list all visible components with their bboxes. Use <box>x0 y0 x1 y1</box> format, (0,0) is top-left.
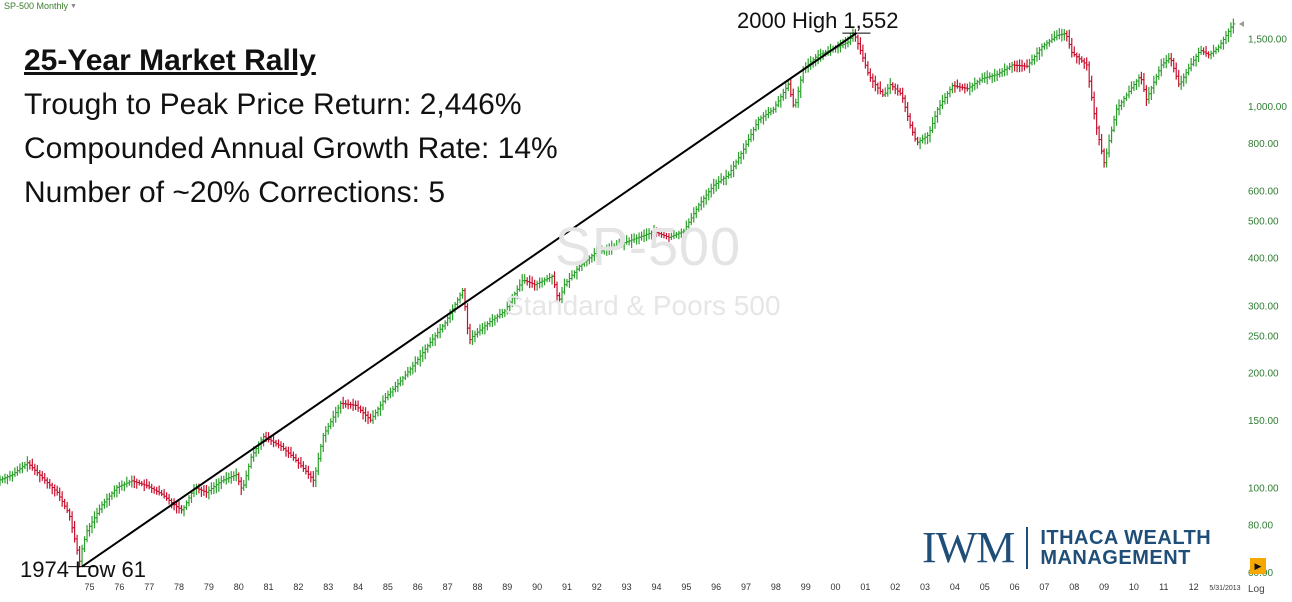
y-tick-label: 200.00 <box>1248 369 1279 380</box>
x-tick-label: 75 <box>85 582 95 592</box>
x-tick-label: 90 <box>532 582 542 592</box>
log-scale-toggle[interactable]: Log <box>1248 584 1265 595</box>
x-tick-label: 96 <box>711 582 721 592</box>
x-tick-label: 93 <box>622 582 632 592</box>
x-tick-label: 76 <box>114 582 124 592</box>
x-tick-label: 09 <box>1099 582 1109 592</box>
x-tick-label: 07 <box>1039 582 1049 592</box>
y-tick-label: 250.00 <box>1248 332 1279 343</box>
company-logo: IWM ITHACA WEALTH MANAGEMENT <box>922 526 1211 570</box>
logo-name-line1: ITHACA WEALTH <box>1040 527 1212 549</box>
x-tick-label: 79 <box>204 582 214 592</box>
y-tick-label: 1,500.00 <box>1248 35 1287 46</box>
last-price-marker <box>1239 20 1244 27</box>
stat-corrections: Number of ~20% Corrections: 5 <box>24 176 446 209</box>
x-tick-label: 10 <box>1129 582 1139 592</box>
watermark-name: Standard & Poors 500 <box>505 290 781 321</box>
x-tick-label: 97 <box>741 582 751 592</box>
symbol-selector[interactable]: SP-500 Monthly ▼ <box>4 1 77 11</box>
x-tick-label: 86 <box>413 582 423 592</box>
x-tick-label: 91 <box>562 582 572 592</box>
logo-name-line2: MANAGEMENT <box>1040 547 1191 569</box>
low-label: 1974 Low 61 <box>20 557 146 582</box>
x-tick-label: 85 <box>383 582 393 592</box>
stat-cagr: Compounded Annual Growth Rate: 14% <box>24 132 558 165</box>
y-tick-label: 100.00 <box>1248 483 1279 494</box>
x-tick-label: 78 <box>174 582 184 592</box>
x-tick-label: 81 <box>264 582 274 592</box>
x-tick-label: 03 <box>920 582 930 592</box>
x-tick-label: 99 <box>801 582 811 592</box>
x-tick-label: 98 <box>771 582 781 592</box>
x-tick-label: 92 <box>592 582 602 592</box>
watermark-symbol: SP-500 <box>555 217 742 277</box>
x-tick-label: 02 <box>890 582 900 592</box>
high-label: 2000 High 1,552 <box>737 8 899 33</box>
stat-return: Trough to Peak Price Return: 2,446% <box>24 88 522 121</box>
chevron-down-icon: ▼ <box>70 2 77 10</box>
x-tick-label: 95 <box>681 582 691 592</box>
trend-line <box>81 32 857 568</box>
x-tick-label: 80 <box>234 582 244 592</box>
x-tick-label: 12 <box>1189 582 1199 592</box>
x-tick-label: 05 <box>980 582 990 592</box>
y-tick-label: 400.00 <box>1248 254 1279 265</box>
x-tick-label: 84 <box>353 582 363 592</box>
y-tick-label: 300.00 <box>1248 301 1279 312</box>
x-tick-label: 77 <box>144 582 154 592</box>
x-last-date-label: 5/31/2013 <box>1209 585 1240 592</box>
logo-divider <box>1026 527 1029 569</box>
x-tick-label: 00 <box>831 582 841 592</box>
y-tick-label: 80.00 <box>1248 520 1273 531</box>
x-tick-label: 89 <box>502 582 512 592</box>
y-tick-label: 500.00 <box>1248 217 1279 228</box>
x-tick-label: 82 <box>293 582 303 592</box>
y-tick-label: 150.00 <box>1248 416 1279 427</box>
x-tick-label: 87 <box>443 582 453 592</box>
y-tick-label: 1,000.00 <box>1248 102 1287 113</box>
y-tick-label: 600.00 <box>1248 187 1279 198</box>
logo-mark: IWM <box>922 523 1015 572</box>
x-tick-label: 04 <box>950 582 960 592</box>
x-tick-label: 88 <box>472 582 482 592</box>
x-tick-label: 01 <box>860 582 870 592</box>
headline: 25-Year Market Rally <box>24 44 316 77</box>
x-tick-label: 08 <box>1069 582 1079 592</box>
symbol-label: SP-500 Monthly <box>4 1 69 11</box>
x-tick-label: 94 <box>651 582 661 592</box>
x-tick-label: 06 <box>1010 582 1020 592</box>
play-icon[interactable]: ▶ <box>1250 558 1266 574</box>
x-tick-label: 83 <box>323 582 333 592</box>
y-tick-label: 800.00 <box>1248 139 1279 150</box>
x-tick-label: 11 <box>1159 582 1168 592</box>
